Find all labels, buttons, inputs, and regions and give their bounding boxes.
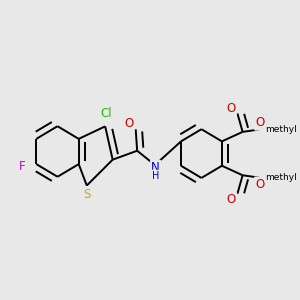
Text: methyl: methyl — [265, 173, 297, 182]
Text: O: O — [255, 178, 265, 191]
Text: O: O — [226, 102, 236, 115]
Text: O: O — [226, 193, 236, 206]
Text: O: O — [124, 118, 133, 130]
Text: H: H — [152, 171, 159, 181]
Text: methyl: methyl — [265, 125, 297, 134]
Text: O: O — [255, 116, 265, 130]
Text: N: N — [151, 161, 160, 174]
Text: Cl: Cl — [101, 107, 112, 120]
Text: F: F — [19, 160, 26, 173]
Text: S: S — [84, 188, 91, 201]
